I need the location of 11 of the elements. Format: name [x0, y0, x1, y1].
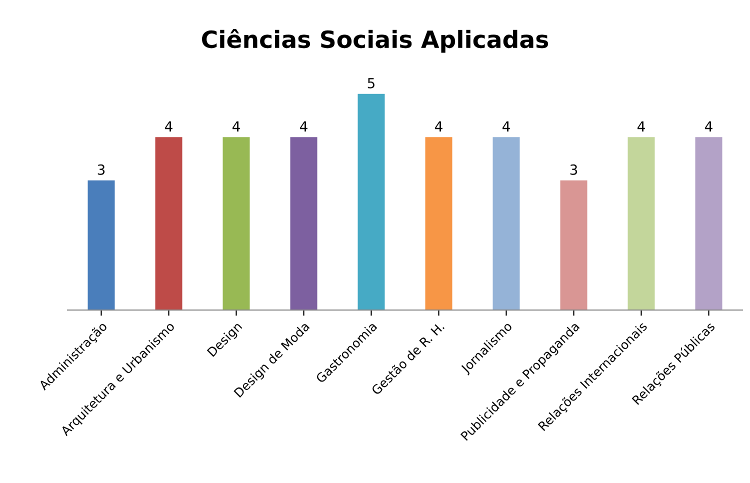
data-label: 4 — [435, 121, 442, 132]
data-label: 4 — [705, 121, 712, 132]
data-label: 4 — [232, 121, 240, 132]
chart-title: Ciências Sociais Aplicadas — [202, 28, 548, 53]
data-label: 5 — [368, 78, 374, 88]
data-label: 4 — [638, 121, 645, 132]
data-label: 3 — [98, 164, 105, 175]
data-label: 3 — [570, 164, 578, 175]
data-label: 4 — [165, 121, 172, 132]
data-label: 4 — [300, 121, 308, 132]
data-label: 4 — [502, 121, 510, 132]
